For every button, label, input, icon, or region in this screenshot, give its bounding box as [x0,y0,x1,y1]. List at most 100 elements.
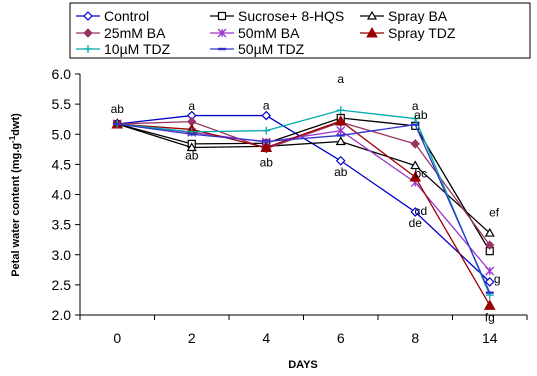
axes [79,74,527,316]
legend-marker [84,45,92,53]
legend-item: 10µM TDZ [76,41,171,57]
data-point [484,277,495,287]
legend-marker [83,28,93,38]
legend-marker [217,28,227,38]
significance-label: a [263,98,270,112]
data-point [336,126,346,136]
legend-label: 25mM BA [104,25,166,41]
data-point [260,141,273,153]
x-tick-label: 14 [482,330,498,346]
data-point [336,106,345,115]
data-point [410,160,421,170]
legend-marker [83,11,93,21]
series-7 [113,122,494,294]
data-point [262,126,271,135]
series-5 [111,114,496,310]
data-point [262,140,271,143]
y-axis-title-tail: dwt) [10,113,22,136]
significance-label: ab [185,148,199,162]
significance-label: fg [485,310,495,324]
legend-marker [366,10,378,20]
y-tick-label: 5.0 [52,126,72,142]
legend-label: 50µM TDZ [238,41,305,57]
significance-label: ab [111,102,125,116]
significance-label: ab [260,156,274,170]
legend-item: Spray TDZ [360,25,456,41]
series-line [117,123,491,234]
legend-item: 50mM BA [210,25,300,41]
data-point [410,139,420,149]
data-point [485,291,494,294]
x-tick-label: 6 [337,330,345,346]
y-axis-title-superscript: -1 [8,135,17,143]
y-tick-label: 2.5 [52,277,72,293]
series-line [117,120,491,306]
y-tick-label: 3.0 [52,247,72,263]
data-point [113,122,122,126]
y-ticks: 2.0 2.5 3.0 3.5 4.0 4.5 5.0 5.5 6.0 [52,66,80,323]
legend-item: Control [76,8,149,24]
x-tick-label: 8 [411,330,419,346]
legend-marker [366,26,378,38]
legend-item: 25mM BA [76,25,166,41]
significance-label: ab [414,108,428,122]
series-line [117,109,491,296]
series-line [117,123,491,272]
y-tick-label: 6.0 [52,66,72,82]
y-tick-label: 2.0 [52,307,72,323]
data-point [411,123,420,126]
legend-marker [218,47,226,51]
x-tick-label: 0 [113,330,121,346]
series-line [117,120,491,246]
series-group [111,106,496,310]
x-tick-label: 2 [188,330,196,346]
legend-item: 50µM TDZ [210,41,305,57]
significance-label: a [337,72,344,86]
significance-label: ef [489,206,500,220]
legend-box [69,2,531,59]
significance-label: bc [414,166,427,180]
y-tick-label: 4.5 [52,156,72,172]
significance-label: ab [334,165,348,179]
x-axis-title: DAYS [288,359,318,371]
data-point [483,299,496,310]
legend-label: Spray BA [388,8,448,24]
legend-marker [217,11,227,21]
legend: Control Sucrose+ 8-HQS Spray BA 25mM BA 50mM… [69,2,531,59]
y-tick-label: 3.5 [52,217,72,233]
data-point [485,266,495,276]
data-point [411,114,420,123]
legend-label: 50mM BA [238,25,300,41]
significance-label: cd [414,204,427,218]
legend-item: Spray BA [360,8,448,24]
series-line [117,114,491,283]
y-tick-label: 4.0 [52,187,72,203]
legend-label: Sucrose+ 8-HQS [238,8,344,24]
legend-label: Spray TDZ [388,25,456,41]
x-tick-label: 4 [262,330,270,346]
y-tick-label: 5.5 [52,96,72,112]
series-3 [112,116,495,250]
y-axis-title-main: Petal water content (mg.g [10,143,22,277]
significance-label: g [494,272,501,286]
data-point [335,155,346,166]
significance-label: a [412,99,419,113]
significance-label: de [409,216,423,230]
data-point [335,136,346,146]
data-point [334,114,347,126]
data-point [261,110,272,121]
data-point [485,240,495,250]
data-point [484,227,495,237]
legend-item: Sucrose+ 8-HQS [210,8,344,24]
legend-label: Control [104,8,149,24]
data-point [336,134,345,137]
data-point [187,133,196,136]
data-point [186,142,197,152]
x-ticks: 0 2 4 6 8 14 [79,315,528,346]
series-line [117,123,491,293]
y-axis-title: Petal water content (mg.g-1dwt) [8,113,22,277]
significance-label: a [188,99,195,113]
data-point [409,170,422,182]
